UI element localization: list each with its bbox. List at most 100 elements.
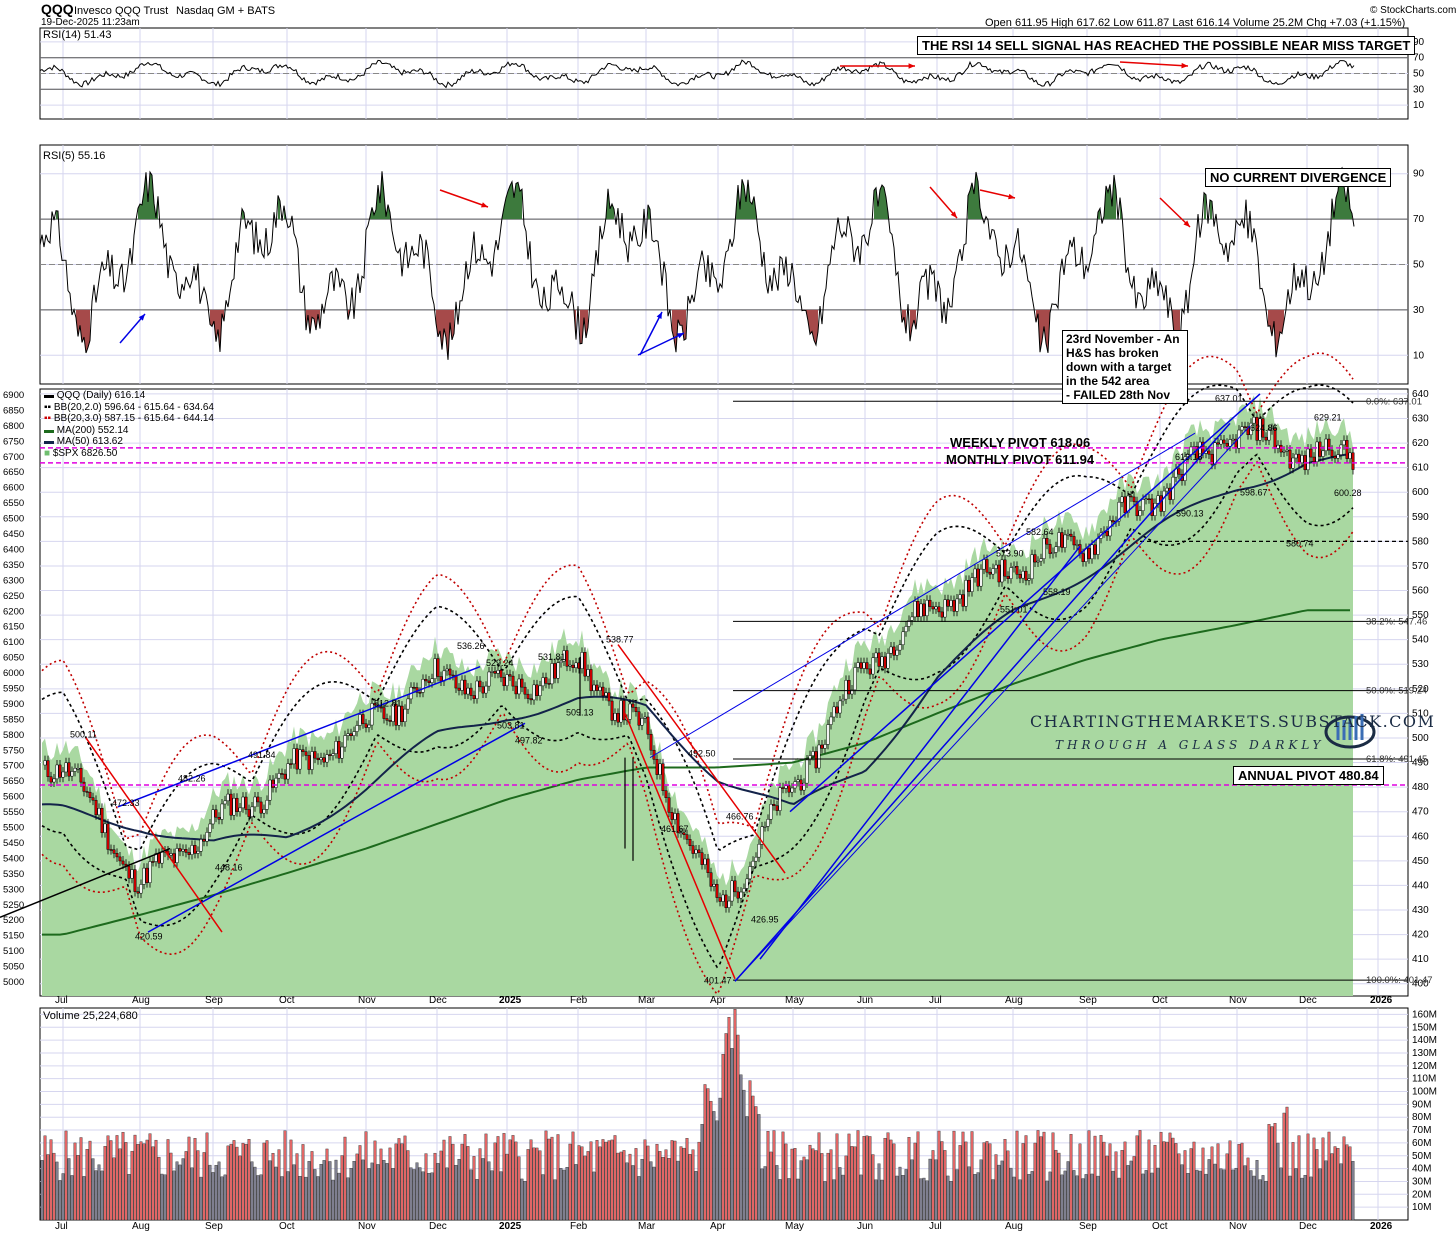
volume-bar — [433, 1152, 437, 1221]
volume-bar — [811, 1148, 815, 1221]
legend-entry: ▪▪ BB(20,2.0) 596.64 - 615.64 - 634.64 — [44, 402, 214, 414]
candle-body — [1213, 442, 1217, 465]
volume-bar — [1102, 1141, 1106, 1221]
rsi5-overbought-fill — [736, 179, 756, 220]
candle-body — [595, 684, 599, 691]
candle-body — [1060, 532, 1064, 548]
candle-body — [856, 662, 860, 668]
spx-area — [42, 395, 1353, 997]
volume-bar — [1234, 1167, 1238, 1221]
volume-bar — [520, 1178, 524, 1221]
price-label: 500.11 — [70, 730, 97, 740]
candle-body — [550, 663, 554, 685]
volume-bar — [877, 1163, 881, 1221]
volume-bar — [1315, 1149, 1319, 1221]
red-trendline — [624, 713, 736, 980]
price-right-tick-430: 430 — [1412, 905, 1429, 916]
volume-bar — [172, 1170, 176, 1221]
candle-body — [838, 700, 842, 714]
rsi14-tick-30: 30 — [1413, 84, 1425, 95]
volume-bar — [376, 1164, 380, 1221]
spx-left-tick-5300: 5300 — [3, 884, 24, 895]
candle-body — [814, 751, 818, 769]
volume-bar — [1291, 1142, 1295, 1221]
hs-note-line-3: down with a target — [1066, 360, 1172, 374]
volume-bar — [556, 1134, 560, 1221]
candle-body — [1006, 575, 1010, 579]
volume-bar — [574, 1164, 578, 1221]
price-label: 613.18 — [1175, 452, 1203, 462]
candle-body — [1150, 498, 1154, 516]
price-right-tick-400: 400 — [1412, 979, 1429, 990]
candle-body — [151, 861, 155, 863]
rsi14-label: RSI(14) 51.43 — [43, 29, 112, 41]
volume-bar — [85, 1149, 89, 1221]
volume-bar — [679, 1146, 683, 1221]
rsi14-annotation: THE RSI 14 SELL SIGNAL HAS REACHED THE P… — [917, 36, 1416, 55]
candle-body — [478, 680, 482, 688]
volume-bar — [541, 1174, 545, 1221]
vol-tick-100M: 100M — [1412, 1087, 1437, 1098]
volume-bar — [157, 1156, 161, 1221]
volume-bar — [1015, 1130, 1019, 1221]
volume-bar — [604, 1141, 608, 1221]
candle-body — [1249, 422, 1253, 436]
candle-body — [880, 656, 884, 667]
candle-body — [499, 670, 503, 678]
candle-body — [1018, 574, 1022, 579]
volume-bar — [130, 1150, 134, 1221]
vol-x-axis-label-Dec: Dec — [429, 1221, 447, 1232]
candle-body — [361, 714, 365, 725]
candle-body — [1066, 533, 1070, 536]
volume-bar — [667, 1158, 671, 1221]
volume-bar — [1237, 1144, 1241, 1221]
volume-bar — [796, 1178, 800, 1221]
candle-body — [232, 797, 236, 816]
volume-bar — [496, 1136, 500, 1221]
candle-body — [325, 754, 329, 763]
candle-body — [685, 834, 689, 840]
candle-body — [1132, 496, 1136, 502]
spx-left-tick-6750: 6750 — [3, 436, 24, 447]
candle-body — [130, 869, 134, 879]
candle-body — [766, 818, 770, 827]
volume-bar — [1198, 1170, 1202, 1221]
candle-body — [187, 852, 191, 855]
volume-bar — [358, 1145, 362, 1221]
volume-bar — [535, 1147, 539, 1221]
spx-left-tick-6800: 6800 — [3, 421, 24, 432]
volume-bar — [262, 1142, 266, 1221]
volume-bar — [970, 1131, 974, 1221]
price-right-tick-640: 640 — [1412, 389, 1429, 400]
spx-left-tick-5400: 5400 — [3, 853, 24, 864]
volume-bar — [280, 1176, 284, 1221]
volume-bar — [988, 1143, 992, 1221]
volume-bar — [1183, 1150, 1187, 1221]
volume-bar — [289, 1139, 293, 1221]
candle-body — [682, 832, 686, 835]
candle-body — [208, 823, 212, 833]
spx-left-tick-6250: 6250 — [3, 591, 24, 602]
candle-body — [715, 883, 719, 898]
candle-body — [295, 748, 299, 770]
vol-x-axis-label-Oct: Oct — [1152, 1221, 1168, 1232]
volume-bar — [1054, 1149, 1058, 1221]
volume-bar — [547, 1138, 551, 1221]
candle-body — [400, 705, 404, 722]
volume-bar — [1216, 1143, 1220, 1221]
hs-note: 23rd November - An H&S has broken down w… — [1062, 330, 1188, 404]
volume-bar — [1303, 1175, 1307, 1221]
volume-bar — [244, 1143, 248, 1221]
volume-bar — [757, 1114, 761, 1221]
rsi14-tick-70: 70 — [1413, 53, 1425, 64]
candle-body — [43, 760, 47, 766]
candle-body — [868, 668, 872, 675]
volume-bar — [58, 1180, 62, 1221]
candle-body — [1036, 560, 1040, 563]
candle-body — [772, 803, 776, 806]
spx-left-tick-5900: 5900 — [3, 699, 24, 710]
candle-body — [526, 693, 530, 699]
volume-bar — [76, 1155, 80, 1221]
volume-bar — [121, 1132, 125, 1221]
volume-bar — [304, 1176, 308, 1221]
